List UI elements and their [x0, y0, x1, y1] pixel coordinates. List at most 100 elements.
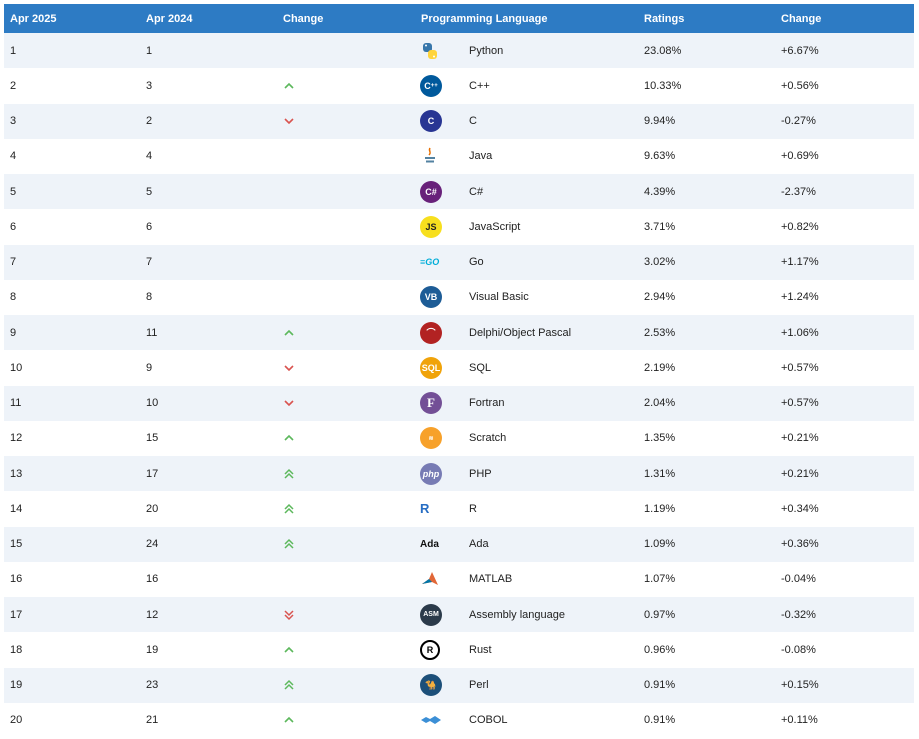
table-row[interactable]: 14 20 R R 1.19% +0.34%	[4, 491, 914, 527]
change-cell	[277, 679, 415, 691]
table-row[interactable]: 2 3 C ++ C++ 10.33% +0.56%	[4, 68, 914, 104]
rank-prev: 10	[146, 397, 159, 410]
arrow-up-icon	[283, 327, 295, 339]
java-icon	[415, 146, 469, 166]
language-name[interactable]: C	[469, 115, 477, 128]
rating-change: +1.06%	[781, 326, 819, 339]
header-ratings-change[interactable]: Change	[781, 12, 822, 25]
change-cell	[277, 714, 415, 726]
rating-change: -0.32%	[781, 608, 816, 621]
table-row[interactable]: 19 23 🐪 Perl 0.91% +0.15%	[4, 667, 914, 703]
table-row[interactable]: 8 8 VB Visual Basic 2.94% +1.24%	[4, 279, 914, 315]
header-language[interactable]: Programming Language	[421, 12, 548, 25]
language-name[interactable]: Scratch	[469, 432, 507, 445]
header-rank-now[interactable]: Apr 2025	[10, 12, 57, 25]
language-name[interactable]: C++	[469, 79, 490, 92]
javascript-icon: JS	[415, 215, 469, 238]
rank-prev: 5	[146, 185, 153, 198]
language-name[interactable]: Go	[469, 256, 484, 269]
change-cell	[277, 432, 415, 444]
rating-value: 4.39%	[644, 185, 676, 198]
language-name[interactable]: COBOL	[469, 714, 508, 727]
rating-value: 3.02%	[644, 256, 676, 269]
rating-change: +0.11%	[781, 714, 818, 727]
language-name[interactable]: Assembly language	[469, 608, 566, 621]
rank-prev: 1	[146, 44, 153, 57]
table-row[interactable]: 15 24 Ada Ada 1.09% +0.36%	[4, 526, 914, 562]
rank-now: 19	[10, 679, 23, 692]
rating-value: 0.96%	[644, 643, 676, 656]
language-name[interactable]: C#	[469, 185, 484, 198]
rating-value: 0.97%	[644, 608, 676, 621]
rank-now: 9	[10, 326, 17, 339]
rank-prev: 7	[146, 256, 153, 269]
language-name[interactable]: Visual Basic	[469, 291, 529, 304]
php-icon: php	[415, 462, 469, 485]
rank-now: 5	[10, 185, 17, 198]
table-row[interactable]: 20 21 COBOL 0.91% +0.11%	[4, 702, 914, 738]
rust-icon: R	[415, 639, 469, 660]
table-header: Apr 2025 Apr 2024 Change Programming Lan…	[4, 4, 914, 33]
double-arrow-up-icon	[283, 538, 295, 550]
rank-prev: 2	[146, 115, 153, 128]
change-cell	[277, 468, 415, 480]
double-arrow-up-icon	[283, 679, 295, 691]
language-name[interactable]: Delphi/Object Pascal	[469, 326, 572, 339]
rating-value: 3.71%	[644, 220, 676, 233]
header-change[interactable]: Change	[283, 12, 324, 25]
rank-prev: 4	[146, 150, 153, 163]
rank-prev: 6	[146, 220, 153, 233]
language-name[interactable]: Python	[469, 44, 504, 57]
rank-now: 10	[10, 361, 23, 374]
table-row[interactable]: 11 10 F Fortran 2.04% +0.57%	[4, 385, 914, 421]
language-name[interactable]: Perl	[469, 679, 489, 692]
table-body: 1 1 Python 23.08% +6.67% 2 3 C ++ C++ 10.…	[4, 33, 914, 738]
table-row[interactable]: 9 11 ⌒ Delphi/Object Pascal 2.53% +1.06%	[4, 315, 914, 351]
table-row[interactable]: 18 19 R Rust 0.96% -0.08%	[4, 632, 914, 668]
change-cell	[277, 609, 415, 621]
rank-now: 16	[10, 573, 23, 586]
rating-change: +0.82%	[781, 220, 819, 233]
language-name[interactable]: Java	[469, 150, 493, 163]
cobol-icon	[415, 713, 469, 727]
rank-now: 13	[10, 467, 23, 480]
header-ratings[interactable]: Ratings	[644, 12, 685, 25]
rating-value: 2.04%	[644, 397, 676, 410]
rank-now: 17	[10, 608, 23, 621]
go-icon: ≡GO	[420, 257, 440, 268]
table-row[interactable]: 5 5 C# C# 4.39% -2.37%	[4, 174, 914, 210]
rank-now: 18	[10, 643, 23, 656]
table-row[interactable]: 13 17 php PHP 1.31% +0.21%	[4, 456, 914, 492]
table-row[interactable]: 1 1 Python 23.08% +6.67%	[4, 33, 914, 69]
header-rank-prev[interactable]: Apr 2024	[146, 12, 193, 25]
rating-value: 2.94%	[644, 291, 676, 304]
rank-prev: 15	[146, 432, 159, 445]
rank-prev: 12	[146, 608, 159, 621]
rating-change: -0.08%	[781, 643, 816, 656]
delphi-icon: ⌒	[415, 321, 469, 344]
table-row[interactable]: 7 7 ≡GO Go 3.02% +1.17%	[4, 244, 914, 280]
language-name[interactable]: JavaScript	[469, 220, 521, 233]
table-row[interactable]: 17 12 ASM Assembly language 0.97% -0.32%	[4, 597, 914, 633]
table-row[interactable]: 6 6 JS JavaScript 3.71% +0.82%	[4, 209, 914, 245]
rating-value: 1.19%	[644, 502, 676, 515]
rating-change: -0.27%	[781, 115, 816, 128]
language-name[interactable]: SQL	[469, 361, 492, 374]
rank-now: 8	[10, 291, 17, 304]
language-name[interactable]: PHP	[469, 467, 492, 480]
language-name[interactable]: Fortran	[469, 397, 505, 410]
table-row[interactable]: 16 16 MATLAB 1.07% -0.04%	[4, 561, 914, 597]
rank-now: 12	[10, 432, 23, 445]
language-name[interactable]: R	[469, 502, 477, 515]
language-name[interactable]: Ada	[469, 538, 489, 551]
rank-now: 20	[10, 714, 23, 727]
table-row[interactable]: 10 9 SQL SQL 2.19% +0.57%	[4, 350, 914, 386]
language-name[interactable]: MATLAB	[469, 573, 513, 586]
python-icon	[415, 41, 469, 61]
table-row[interactable]: 4 4 Java 9.63% +0.69%	[4, 138, 914, 174]
rank-prev: 24	[146, 538, 159, 551]
language-name[interactable]: Rust	[469, 643, 492, 656]
table-row[interactable]: 12 15 ≋ Scratch 1.35% +0.21%	[4, 420, 914, 456]
table-row[interactable]: 3 2 C C 9.94% -0.27%	[4, 103, 914, 139]
csharp-icon: C#	[415, 180, 469, 203]
